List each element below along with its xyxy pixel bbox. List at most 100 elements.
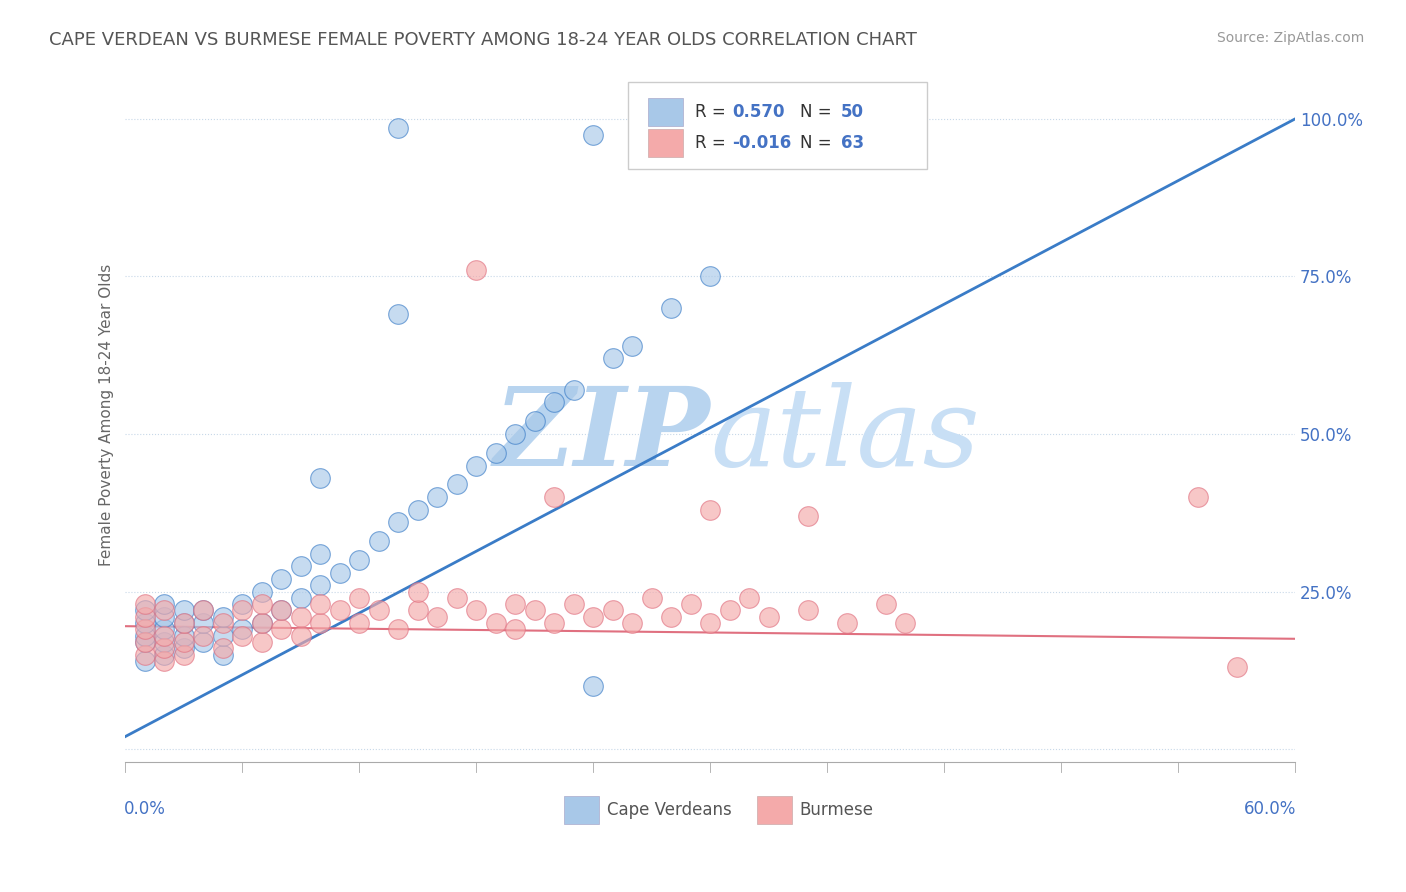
Text: -0.016: -0.016 — [733, 134, 792, 152]
Point — [446, 477, 468, 491]
Text: atlas: atlas — [710, 382, 980, 490]
Point — [309, 615, 332, 630]
Point — [290, 629, 312, 643]
Point — [406, 502, 429, 516]
Point — [641, 591, 664, 605]
Text: R =: R = — [695, 134, 731, 152]
Point — [621, 339, 644, 353]
Text: 0.570: 0.570 — [733, 103, 785, 121]
Point — [134, 615, 156, 630]
Point — [406, 603, 429, 617]
Point — [250, 597, 273, 611]
Point — [212, 641, 235, 656]
Point — [153, 623, 176, 637]
Point — [738, 591, 761, 605]
Point — [1187, 490, 1209, 504]
Point — [153, 654, 176, 668]
Text: 60.0%: 60.0% — [1244, 800, 1296, 818]
Point — [134, 623, 156, 637]
Text: Source: ZipAtlas.com: Source: ZipAtlas.com — [1216, 31, 1364, 45]
Point — [699, 615, 721, 630]
Point — [659, 609, 682, 624]
Bar — [756, 797, 792, 824]
Point — [894, 615, 917, 630]
Text: N =: N = — [800, 134, 837, 152]
Text: 50: 50 — [841, 103, 865, 121]
Bar — [648, 98, 683, 126]
Point — [543, 395, 565, 409]
Bar — [564, 797, 599, 824]
Point — [193, 615, 215, 630]
Point — [835, 615, 858, 630]
Point — [231, 603, 253, 617]
Point — [250, 615, 273, 630]
Point — [134, 597, 156, 611]
Point — [309, 578, 332, 592]
Point — [699, 502, 721, 516]
Point — [505, 623, 527, 637]
Point — [387, 515, 409, 529]
Point — [679, 597, 702, 611]
Point — [621, 615, 644, 630]
Text: N =: N = — [800, 103, 837, 121]
Point — [582, 679, 605, 693]
Point — [134, 648, 156, 662]
Point — [134, 609, 156, 624]
Point — [485, 615, 508, 630]
Point — [465, 603, 488, 617]
Point — [231, 623, 253, 637]
Text: R =: R = — [695, 103, 731, 121]
Point — [485, 446, 508, 460]
Point — [875, 597, 897, 611]
Point — [523, 603, 546, 617]
Point — [153, 648, 176, 662]
Text: 63: 63 — [841, 134, 865, 152]
Point — [193, 603, 215, 617]
Point — [153, 635, 176, 649]
Point — [309, 547, 332, 561]
Point — [329, 566, 352, 580]
Point — [153, 609, 176, 624]
Point — [387, 623, 409, 637]
Point — [796, 603, 818, 617]
Point — [426, 490, 449, 504]
Point — [153, 603, 176, 617]
Point — [270, 603, 292, 617]
Point — [602, 603, 624, 617]
Point — [193, 629, 215, 643]
Text: 0.0%: 0.0% — [124, 800, 166, 818]
Point — [153, 597, 176, 611]
Point — [699, 269, 721, 284]
Point — [290, 609, 312, 624]
FancyBboxPatch shape — [628, 82, 927, 169]
Point — [1225, 660, 1247, 674]
Point — [270, 603, 292, 617]
Point — [290, 559, 312, 574]
Point — [446, 591, 468, 605]
Bar — [648, 128, 683, 157]
Y-axis label: Female Poverty Among 18-24 Year Olds: Female Poverty Among 18-24 Year Olds — [100, 264, 114, 566]
Point — [543, 490, 565, 504]
Point — [173, 615, 195, 630]
Point — [270, 623, 292, 637]
Point — [134, 635, 156, 649]
Point — [758, 609, 780, 624]
Point — [349, 591, 371, 605]
Point — [134, 603, 156, 617]
Point — [231, 629, 253, 643]
Point — [562, 597, 585, 611]
Point — [173, 615, 195, 630]
Point — [367, 534, 389, 549]
Point — [465, 263, 488, 277]
Point — [250, 615, 273, 630]
Point — [602, 351, 624, 366]
Point — [173, 603, 195, 617]
Point — [505, 597, 527, 611]
Point — [231, 597, 253, 611]
Point — [173, 648, 195, 662]
Text: CAPE VERDEAN VS BURMESE FEMALE POVERTY AMONG 18-24 YEAR OLDS CORRELATION CHART: CAPE VERDEAN VS BURMESE FEMALE POVERTY A… — [49, 31, 917, 49]
Point — [212, 629, 235, 643]
Point — [270, 572, 292, 586]
Point — [173, 635, 195, 649]
Point — [134, 629, 156, 643]
